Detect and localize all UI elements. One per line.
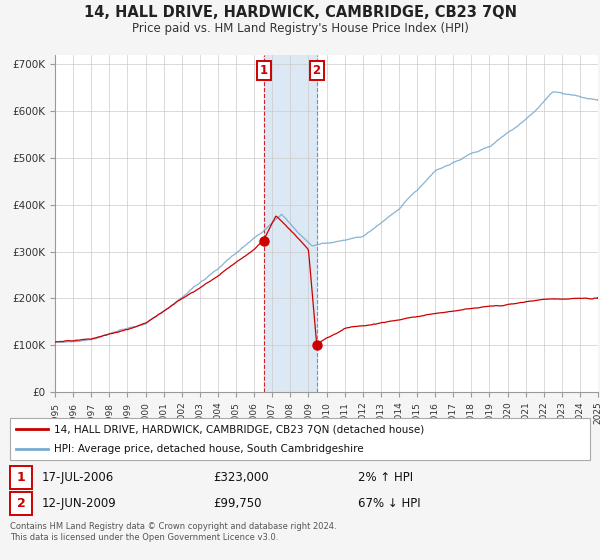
- Bar: [264, 55, 317, 392]
- Text: 14, HALL DRIVE, HARDWICK, CAMBRIDGE, CB23 7QN (detached house): 14, HALL DRIVE, HARDWICK, CAMBRIDGE, CB2…: [53, 424, 424, 435]
- FancyBboxPatch shape: [10, 492, 32, 515]
- Text: £99,750: £99,750: [213, 497, 262, 510]
- FancyBboxPatch shape: [10, 466, 32, 489]
- Text: 1: 1: [260, 64, 268, 77]
- Text: This data is licensed under the Open Government Licence v3.0.: This data is licensed under the Open Gov…: [10, 533, 278, 542]
- Text: 67% ↓ HPI: 67% ↓ HPI: [358, 497, 421, 510]
- Text: 14, HALL DRIVE, HARDWICK, CAMBRIDGE, CB23 7QN: 14, HALL DRIVE, HARDWICK, CAMBRIDGE, CB2…: [83, 5, 517, 20]
- Text: 2% ↑ HPI: 2% ↑ HPI: [358, 471, 413, 484]
- Text: 2: 2: [17, 497, 25, 510]
- Text: Contains HM Land Registry data © Crown copyright and database right 2024.: Contains HM Land Registry data © Crown c…: [10, 522, 337, 531]
- Text: 1: 1: [17, 471, 25, 484]
- Text: 17-JUL-2006: 17-JUL-2006: [42, 471, 114, 484]
- Text: HPI: Average price, detached house, South Cambridgeshire: HPI: Average price, detached house, Sout…: [53, 444, 363, 454]
- Text: 12-JUN-2009: 12-JUN-2009: [42, 497, 116, 510]
- Text: £323,000: £323,000: [213, 471, 269, 484]
- Text: 2: 2: [313, 64, 320, 77]
- Text: Price paid vs. HM Land Registry's House Price Index (HPI): Price paid vs. HM Land Registry's House …: [131, 22, 469, 35]
